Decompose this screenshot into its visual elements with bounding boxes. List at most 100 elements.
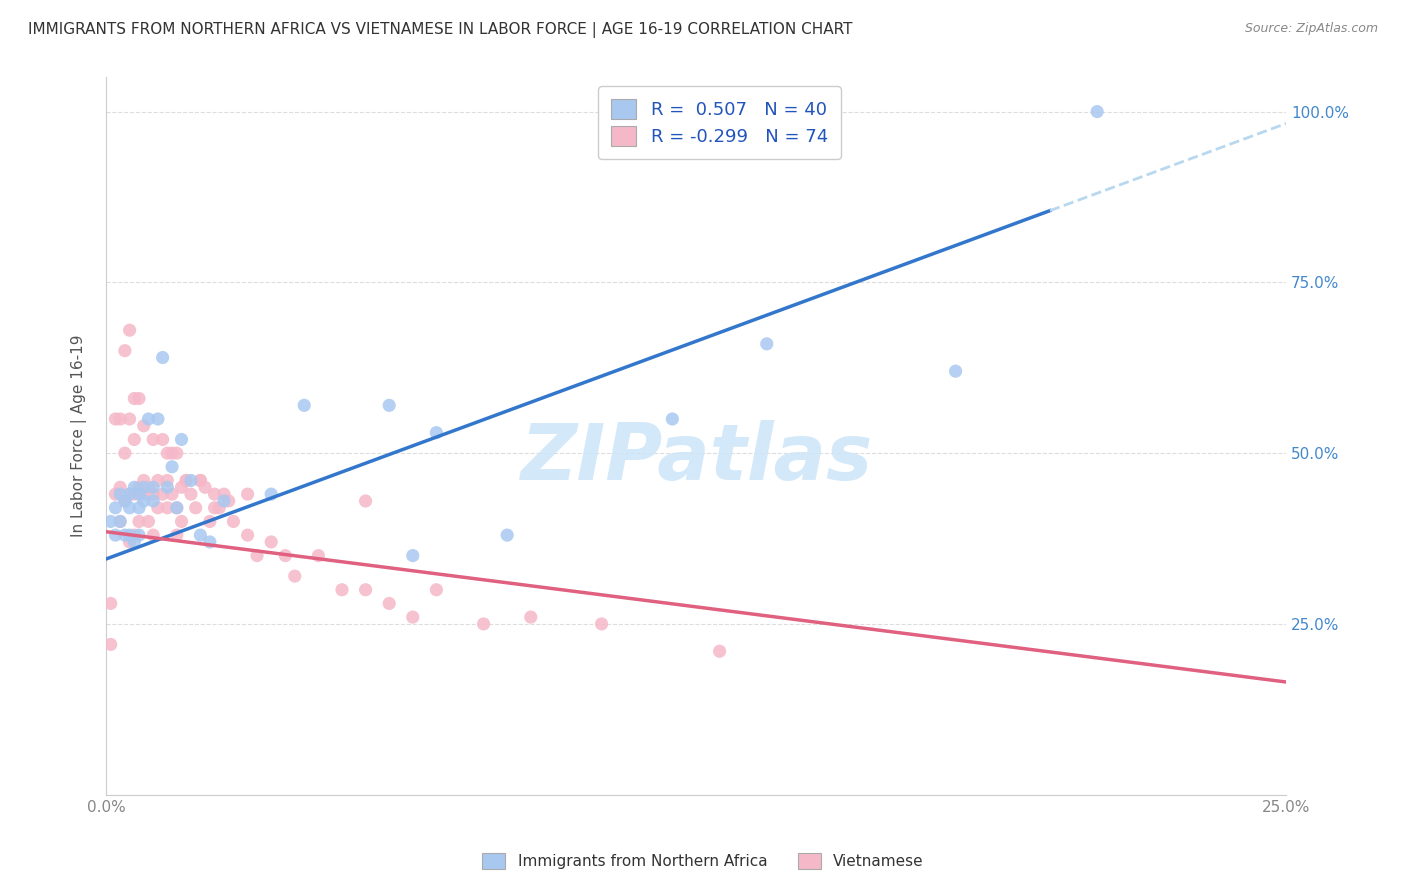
Point: [118, 500, 141, 515]
Point: [100, 515, 122, 529]
Point: [104, 500, 127, 515]
Point: [160, 487, 183, 501]
Point: [146, 412, 169, 426]
Point: [142, 480, 165, 494]
Point: [170, 480, 193, 494]
Point: [108, 412, 131, 426]
Point: [204, 500, 226, 515]
Point: [104, 412, 127, 426]
Point: [108, 515, 131, 529]
Point: [180, 487, 202, 501]
Point: [118, 535, 141, 549]
Point: [198, 535, 221, 549]
Point: [114, 494, 136, 508]
Point: [108, 487, 131, 501]
Point: [174, 474, 197, 488]
Point: [307, 549, 329, 563]
Point: [166, 446, 188, 460]
Point: [132, 480, 155, 494]
Point: [142, 487, 165, 501]
Point: [222, 515, 245, 529]
Text: IMMIGRANTS FROM NORTHERN AFRICA VS VIETNAMESE IN LABOR FORCE | AGE 16-19 CORRELA: IMMIGRANTS FROM NORTHERN AFRICA VS VIETN…: [28, 22, 852, 38]
Point: [118, 487, 141, 501]
Point: [425, 582, 447, 597]
Point: [166, 500, 188, 515]
Point: [354, 494, 377, 508]
Point: [755, 336, 778, 351]
Point: [128, 480, 150, 494]
Point: [236, 487, 259, 501]
Point: [138, 515, 160, 529]
Point: [378, 398, 401, 412]
Point: [114, 494, 136, 508]
Point: [142, 494, 165, 508]
Point: [100, 596, 122, 610]
Point: [190, 474, 212, 488]
Point: [212, 494, 235, 508]
Point: [108, 480, 131, 494]
Point: [236, 528, 259, 542]
Point: [170, 515, 193, 529]
Point: [160, 459, 183, 474]
Point: [208, 500, 231, 515]
Point: [128, 500, 150, 515]
Point: [709, 644, 731, 658]
Point: [170, 433, 193, 447]
Point: [114, 446, 136, 460]
Point: [114, 343, 136, 358]
Point: [218, 494, 240, 508]
Point: [204, 487, 226, 501]
Point: [132, 474, 155, 488]
Point: [661, 412, 683, 426]
Point: [132, 494, 155, 508]
Point: [354, 582, 377, 597]
Point: [146, 500, 169, 515]
Point: [138, 412, 160, 426]
Point: [152, 433, 174, 447]
Point: [100, 637, 122, 651]
Point: [246, 549, 269, 563]
Point: [180, 474, 202, 488]
Point: [945, 364, 967, 378]
Point: [292, 398, 315, 412]
Point: [124, 392, 146, 406]
Point: [114, 528, 136, 542]
Point: [520, 610, 543, 624]
Point: [190, 474, 212, 488]
Point: [402, 549, 425, 563]
Point: [124, 528, 146, 542]
Point: [124, 433, 146, 447]
Point: [472, 616, 495, 631]
Point: [142, 433, 165, 447]
Point: [118, 487, 141, 501]
Point: [128, 392, 150, 406]
Text: Source: ZipAtlas.com: Source: ZipAtlas.com: [1244, 22, 1378, 36]
Point: [425, 425, 447, 440]
Legend: Immigrants from Northern Africa, Vietnamese: Immigrants from Northern Africa, Vietnam…: [477, 847, 929, 875]
Point: [138, 480, 160, 494]
Point: [124, 487, 146, 501]
Point: [166, 500, 188, 515]
Text: ZIPatlas: ZIPatlas: [520, 419, 872, 496]
Point: [156, 474, 179, 488]
Point: [184, 500, 207, 515]
Point: [128, 515, 150, 529]
Point: [260, 535, 283, 549]
Point: [1085, 104, 1108, 119]
Point: [591, 616, 613, 631]
Point: [284, 569, 307, 583]
Point: [402, 610, 425, 624]
Point: [142, 528, 165, 542]
Point: [156, 500, 179, 515]
Point: [330, 582, 353, 597]
Point: [194, 480, 217, 494]
Point: [212, 487, 235, 501]
Point: [128, 487, 150, 501]
Point: [156, 446, 179, 460]
Point: [104, 487, 127, 501]
Point: [146, 474, 169, 488]
Point: [118, 323, 141, 337]
Point: [174, 474, 197, 488]
Point: [190, 528, 212, 542]
Point: [152, 487, 174, 501]
